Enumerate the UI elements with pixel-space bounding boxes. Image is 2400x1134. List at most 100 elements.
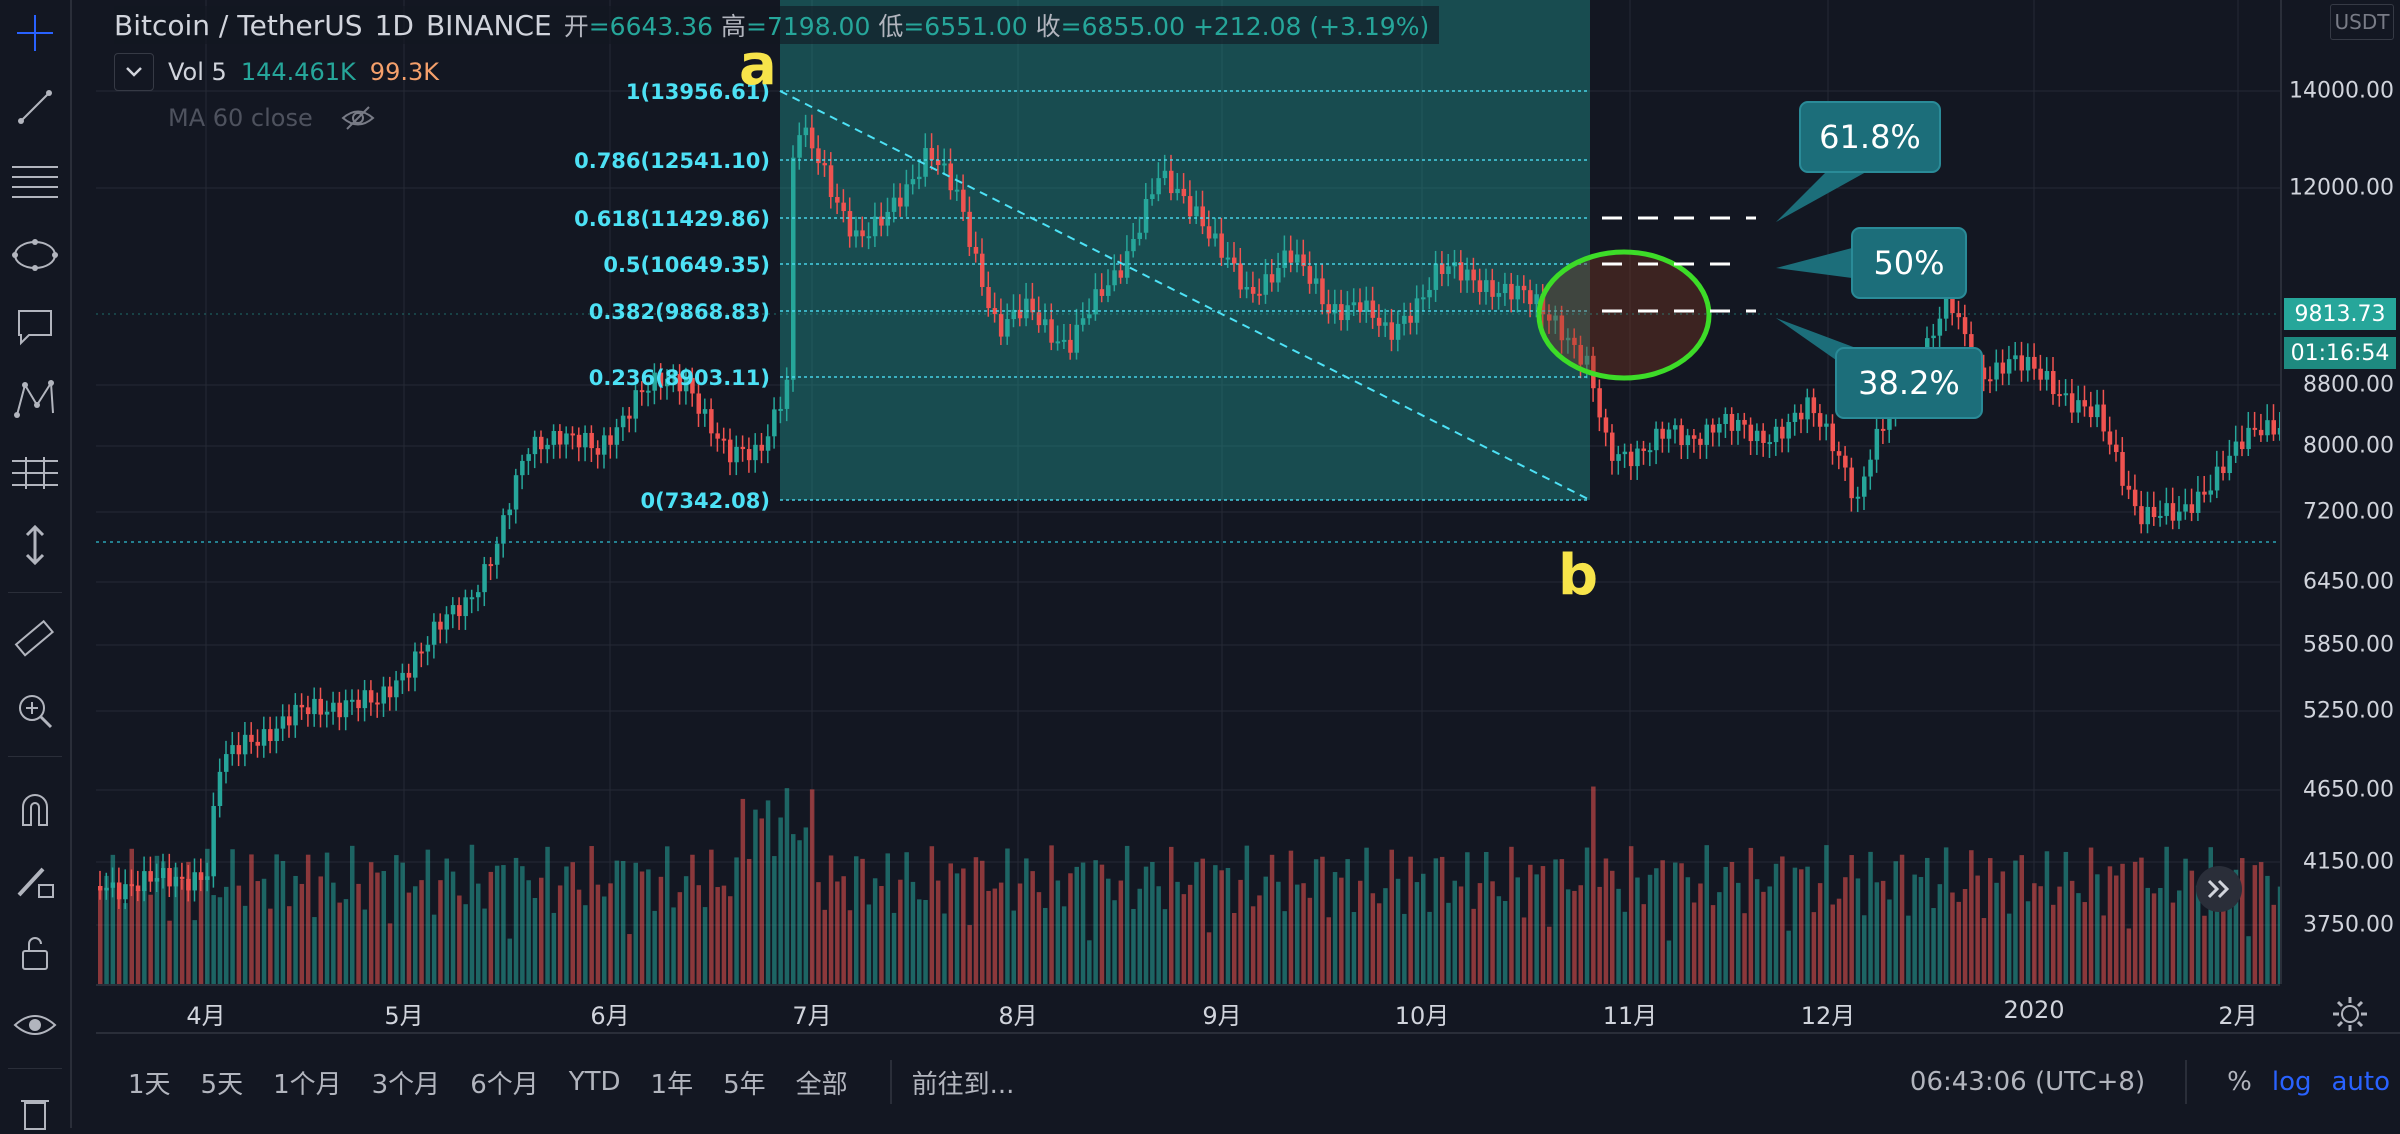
eye-icon[interactable] — [10, 1002, 60, 1048]
range-3m-button[interactable]: 3个月 — [371, 1069, 441, 1100]
candle-body — [677, 374, 683, 392]
currency-label[interactable]: USDT — [2330, 4, 2394, 40]
range-6m-button[interactable]: 6个月 — [470, 1069, 539, 1100]
candle-body — [2145, 506, 2150, 525]
chart-pane[interactable]: 1(13956.61) 0.786(12541.10) 0.618(11429.86… — [96, 0, 2280, 984]
text-note-icon[interactable] — [10, 304, 60, 350]
volume-bar — [463, 904, 468, 984]
range-1m-button[interactable]: 1个月 — [273, 1069, 342, 1100]
measure-arrow-icon[interactable] — [10, 522, 60, 568]
candle-body — [564, 433, 569, 445]
price-chart[interactable]: 1(13956.61) 0.786(12541.10) 0.618(11429.86… — [96, 0, 2280, 984]
volume-bar — [1370, 893, 1376, 984]
candle-body — [1553, 315, 1558, 321]
lock-drawing-pencil-icon[interactable] — [10, 858, 60, 904]
volume-bar — [986, 890, 991, 984]
volume-bar — [1232, 912, 1237, 984]
volume-bar — [217, 897, 223, 984]
volume-bar — [494, 865, 500, 984]
volume-bar — [2233, 869, 2239, 984]
ruler-icon[interactable] — [10, 616, 60, 662]
volume-indicator-name[interactable]: Vol 5 — [168, 58, 227, 86]
candle-body — [123, 884, 128, 900]
range-ytd-button[interactable]: YTD — [568, 1067, 621, 1097]
volume-bar — [1685, 877, 1691, 984]
magnet-icon[interactable] — [10, 786, 60, 832]
candle-body — [494, 543, 500, 565]
candle-body — [1471, 269, 1476, 281]
settings-gear-icon[interactable] — [2330, 994, 2370, 1034]
volume-bar — [2107, 866, 2113, 984]
volume-bar — [1710, 905, 1716, 984]
trend-line-icon[interactable] — [10, 84, 60, 130]
crosshair-icon[interactable] — [10, 10, 60, 56]
volume-bar — [602, 896, 607, 984]
volume-bar — [2101, 915, 2106, 984]
price-tick: 12000.00 — [2289, 175, 2394, 201]
volume-bar — [1030, 871, 1035, 984]
goto-date-button[interactable]: 前往到... — [911, 1069, 1015, 1100]
volume-bar — [1320, 856, 1325, 984]
candle-body — [1087, 314, 1092, 319]
volume-bar — [1591, 786, 1596, 984]
ma-indicator-name[interactable]: MA 60 close — [168, 104, 313, 132]
volume-bar — [1660, 860, 1665, 984]
candle-body — [1843, 455, 1848, 468]
time-tick: 6月 — [590, 1002, 630, 1030]
chevron-down-icon — [126, 67, 142, 77]
candle-body — [1635, 448, 1640, 467]
volume-bar — [677, 892, 683, 984]
candle-body — [614, 427, 620, 445]
fib-retracement-icon[interactable] — [10, 158, 60, 204]
trash-icon[interactable] — [10, 1088, 60, 1134]
range-1y-button[interactable]: 1年 — [650, 1069, 694, 1100]
eye-hidden-icon[interactable] — [341, 103, 375, 133]
candle-body — [1660, 428, 1665, 439]
callout-pointer — [1776, 248, 1852, 278]
percent-toggle[interactable]: % — [2227, 1067, 2252, 1097]
scroll-to-realtime-button[interactable] — [2196, 866, 2242, 912]
volume-bar — [2032, 883, 2037, 984]
candle-body — [324, 711, 330, 715]
log-toggle[interactable]: log — [2271, 1067, 2312, 1097]
volume-bar — [419, 880, 424, 984]
volume-bar — [772, 856, 777, 984]
time-tick: 10月 — [1394, 1002, 1450, 1030]
unlock-icon[interactable] — [10, 930, 60, 976]
candle-body — [1124, 251, 1130, 278]
volume-bar — [173, 867, 179, 984]
volume-bar — [1736, 882, 1741, 984]
candle-body — [583, 432, 588, 448]
candle-body — [1799, 412, 1804, 420]
collapse-button[interactable] — [114, 53, 154, 91]
pattern-icon[interactable] — [10, 376, 60, 422]
volume-bar — [1358, 880, 1363, 984]
auto-toggle[interactable]: auto — [2331, 1067, 2390, 1097]
candle-body — [1061, 339, 1067, 342]
ma-legend: MA 60 close — [168, 100, 375, 136]
candle-body — [1345, 305, 1350, 321]
zoom-in-icon[interactable] — [10, 688, 60, 734]
candle-body — [2107, 431, 2113, 445]
volume-bar — [614, 860, 620, 984]
volume-bar — [1421, 873, 1426, 984]
candle-body — [1824, 423, 1829, 427]
shapes-icon[interactable] — [10, 232, 60, 278]
volume-bar — [312, 917, 317, 984]
range-all-button[interactable]: 全部 — [795, 1069, 848, 1100]
clock[interactable]: 06:43:06 (UTC+8) — [1909, 1067, 2146, 1097]
candle-body — [809, 127, 815, 149]
symbol-name[interactable]: Bitcoin / TetherUS — [114, 8, 363, 42]
time-axis[interactable]: 4月 5月 6月 7月 8月 9月 10月 11月 12月 2020 2月 — [96, 984, 2280, 1032]
candle-body — [854, 230, 859, 237]
volume-bar — [287, 906, 292, 984]
prediction-icon[interactable] — [10, 450, 60, 496]
volume-bar — [2221, 902, 2226, 984]
range-5y-button[interactable]: 5年 — [723, 1069, 766, 1100]
range-1d-button[interactable]: 1天 — [128, 1069, 171, 1100]
volume-bar — [1383, 888, 1388, 984]
range-5d-button[interactable]: 5天 — [200, 1069, 244, 1100]
price-axis[interactable]: USDT 14000.00 12000.00 8800.00 8000.00 7… — [2280, 0, 2400, 984]
volume-bar — [1792, 867, 1798, 984]
volume-bar — [1502, 900, 1508, 984]
